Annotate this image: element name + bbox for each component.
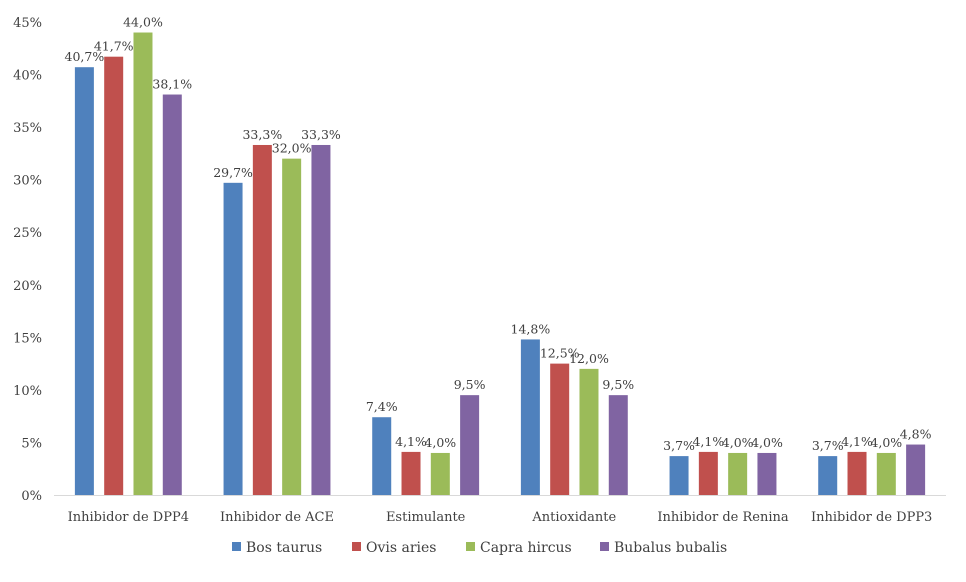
data-label: 40,7% (65, 49, 105, 64)
bar (430, 452, 450, 495)
bar (223, 182, 243, 495)
bar (311, 144, 331, 496)
y-tick-label: 30% (13, 174, 42, 189)
bar (104, 56, 124, 495)
bar (818, 456, 838, 495)
data-label: 4,0% (722, 435, 754, 450)
legend-swatch (352, 542, 361, 551)
y-tick-label: 20% (13, 279, 42, 294)
bar (579, 368, 599, 495)
y-axis: 0% 5% 10% 15% 20% 25% 30% 35% 40% 45% (13, 16, 42, 504)
x-tick-label: Inhibidor de DPP3 (811, 510, 932, 525)
bar (252, 144, 272, 496)
bar (520, 339, 540, 495)
y-tick-label: 35% (13, 121, 42, 136)
bar (74, 67, 94, 495)
y-tick-label: 5% (21, 436, 42, 451)
legend-swatch (466, 542, 475, 551)
legend-label: Ovis aries (366, 540, 437, 556)
y-tick-label: 15% (13, 331, 42, 346)
data-label: 4,0% (424, 435, 456, 450)
x-tick-label: Inhibidor de DPP4 (68, 510, 189, 525)
y-tick-label: 0% (21, 489, 42, 504)
data-label: 33,3% (242, 127, 282, 142)
data-label: 14,8% (511, 321, 551, 336)
data-label: 3,7% (812, 438, 844, 453)
data-label: 4,0% (870, 435, 902, 450)
x-axis: Inhibidor de DPP4 Inhibidor de ACE Estimul… (54, 495, 946, 525)
data-label: 9,5% (602, 377, 634, 392)
data-label: 9,5% (454, 377, 486, 392)
data-label: 4,8% (900, 427, 932, 442)
data-label: 38,1% (152, 77, 192, 92)
bar (133, 32, 153, 496)
bar (372, 417, 392, 495)
y-tick-label: 40% (13, 69, 42, 84)
data-label: 33,3% (301, 127, 341, 142)
data-label: 12,5% (540, 346, 580, 361)
bar (757, 452, 777, 495)
data-label: 4,1% (395, 434, 427, 449)
x-tick-label: Inhibidor de Renina (657, 510, 789, 525)
bar (608, 395, 628, 495)
bar (728, 452, 748, 495)
bar (876, 452, 896, 495)
data-label: 3,7% (663, 438, 695, 453)
data-label: 41,7% (94, 39, 134, 54)
x-tick-label: Inhibidor de ACE (220, 510, 334, 525)
bar (698, 451, 718, 495)
legend-swatch (232, 542, 241, 551)
legend-label: Bubalus bubalis (614, 540, 727, 556)
legend-label: Capra hircus (480, 540, 572, 556)
data-label: 4,1% (841, 434, 873, 449)
y-tick-label: 10% (13, 384, 42, 399)
data-label: 44,0% (123, 15, 163, 30)
data-label: 29,7% (213, 165, 253, 180)
data-label: 4,0% (751, 435, 783, 450)
bar (162, 94, 182, 495)
x-tick-label: Antioxidante (531, 510, 616, 525)
bar (906, 444, 926, 495)
data-label: 7,4% (366, 399, 398, 414)
data-label: 12,0% (569, 351, 609, 366)
bar (401, 451, 421, 495)
bars: 40,7%41,7% 44,0% 38,1% 29,7% 33,3%32,0%33,3%… (65, 15, 932, 496)
bar (550, 363, 570, 495)
bar (847, 451, 867, 495)
y-tick-label: 25% (13, 226, 42, 241)
x-tick-label: Estimulante (386, 510, 466, 525)
legend: Bos taurus Ovis aries Capra hircus Bubalus … (232, 540, 727, 556)
data-label: 32,0% (272, 141, 312, 156)
bar (460, 395, 480, 495)
bar (669, 456, 689, 495)
data-label: 4,1% (692, 434, 724, 449)
legend-swatch (600, 542, 609, 551)
y-tick-label: 45% (13, 16, 42, 31)
bar (282, 158, 302, 495)
legend-label: Bos taurus (246, 540, 322, 556)
